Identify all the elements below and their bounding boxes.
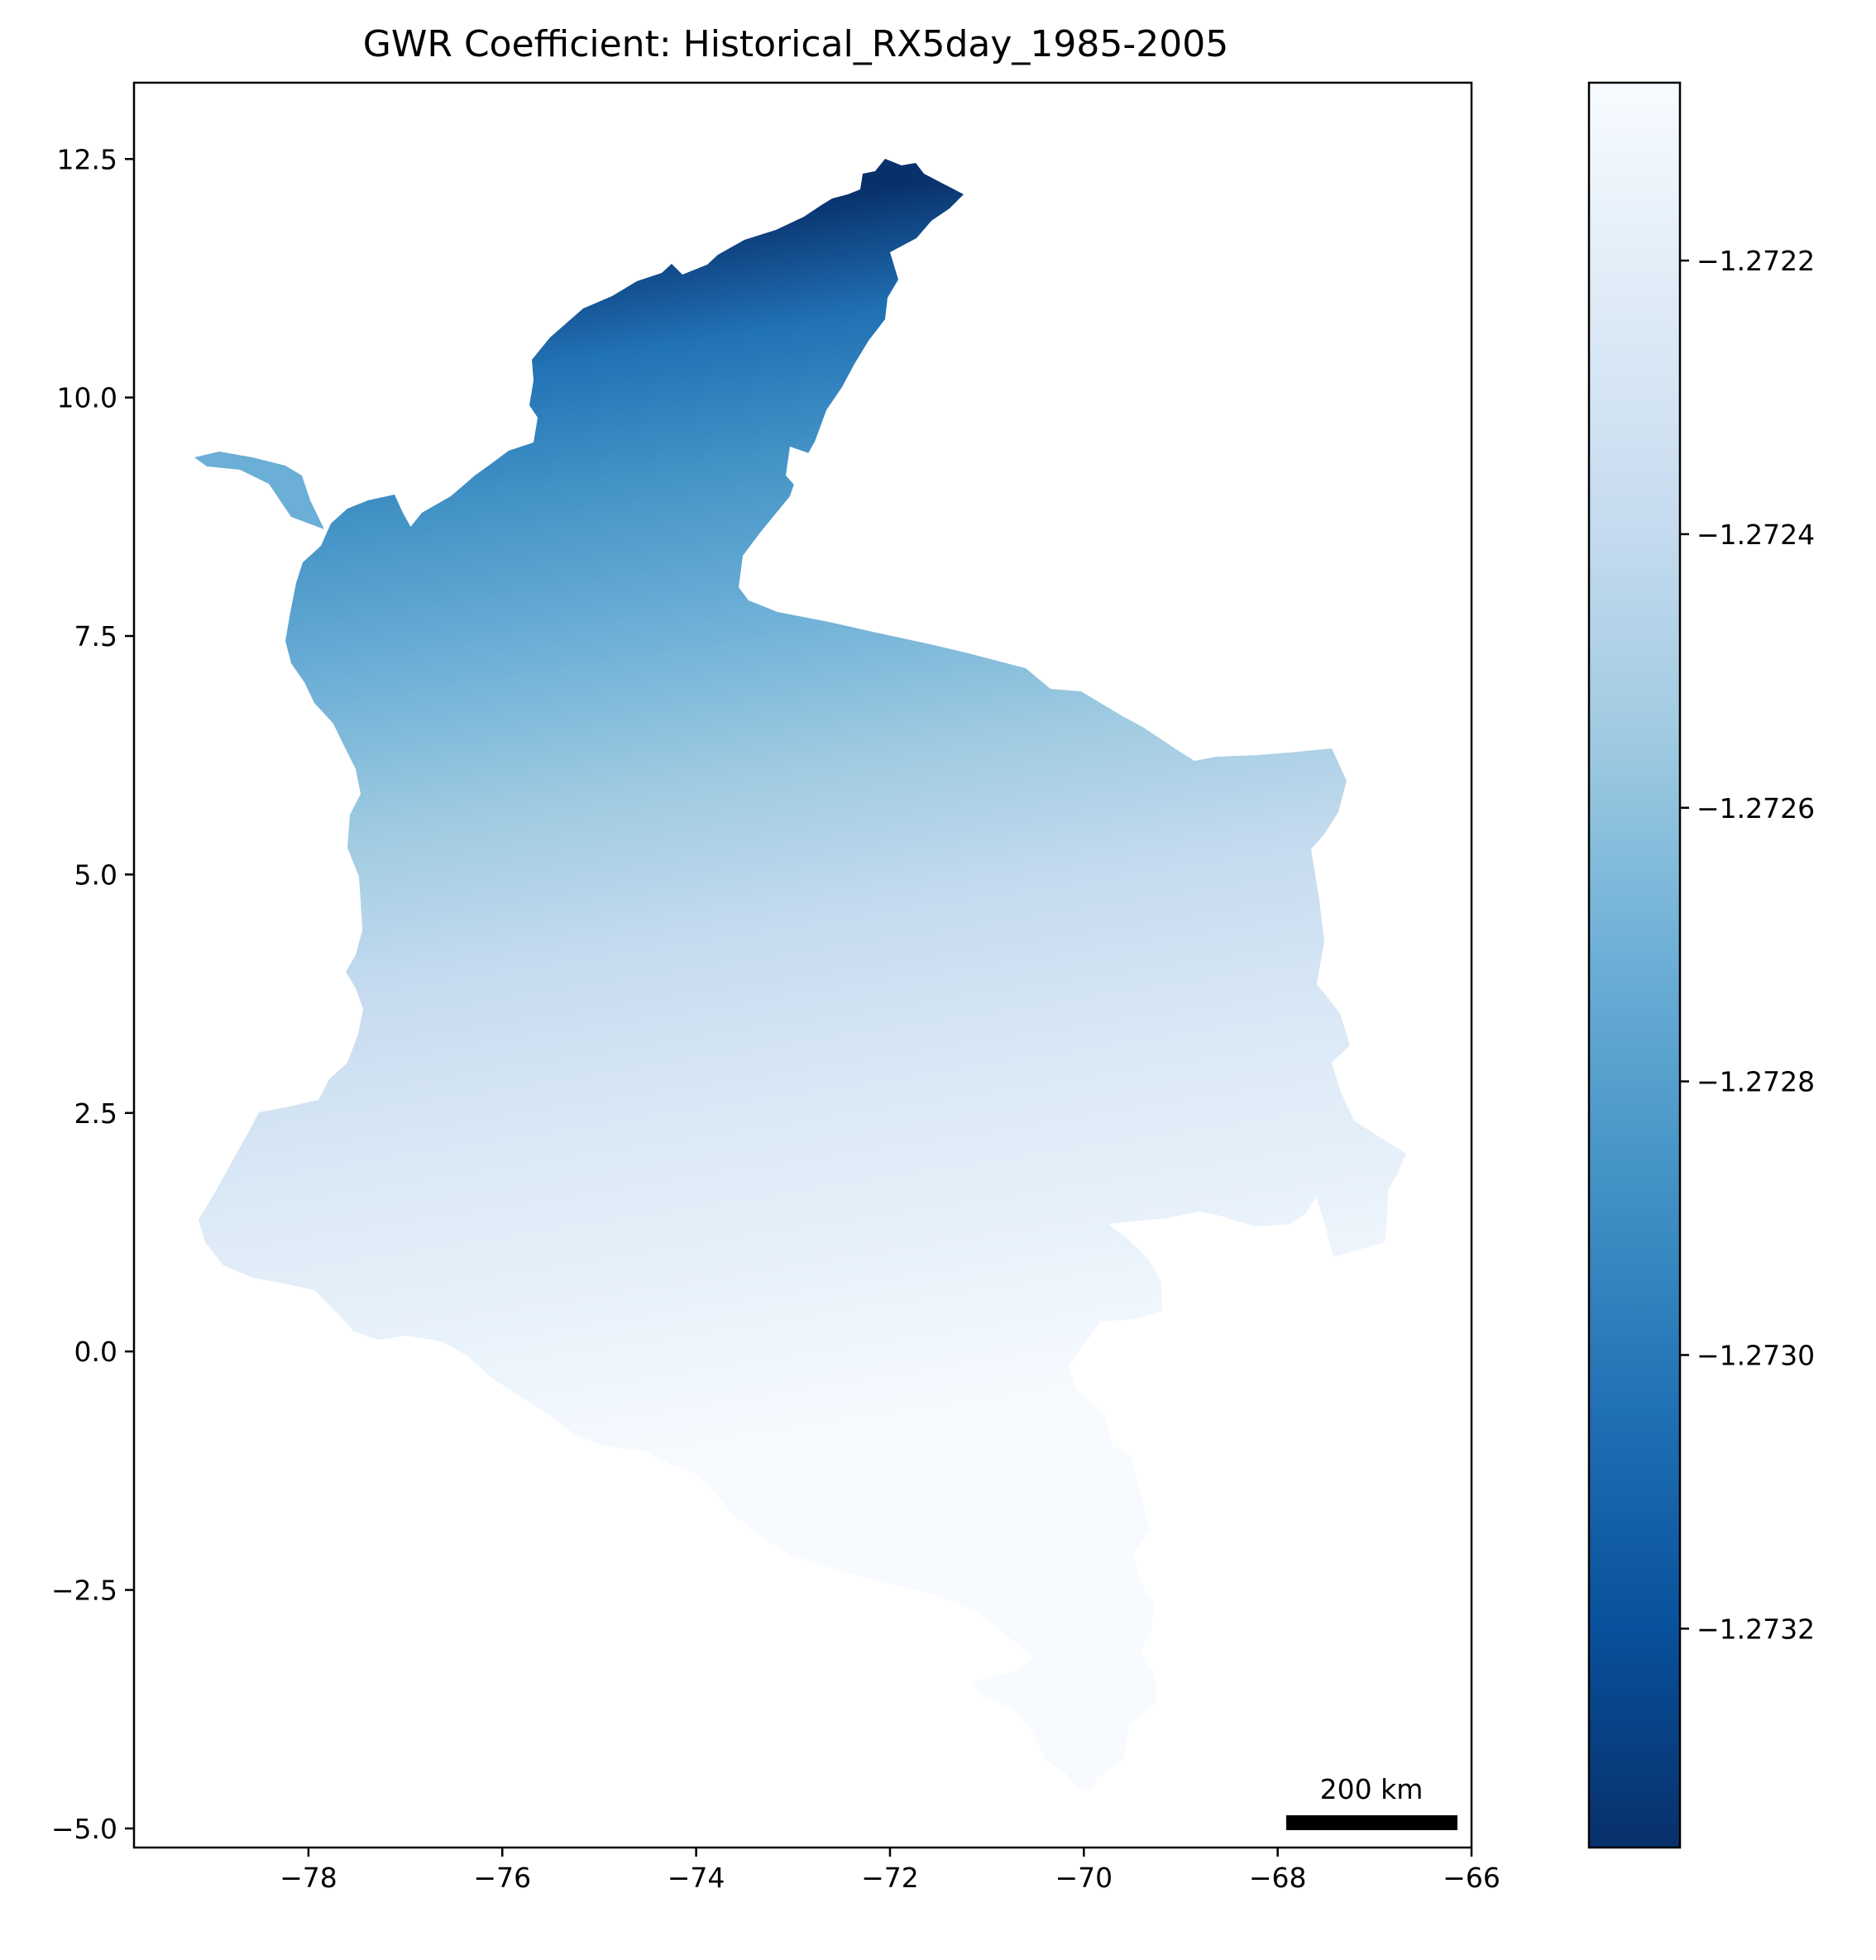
colorbar-tick-label: −1.2732 (1697, 1613, 1815, 1645)
map-axes-frame (132, 81, 1473, 1849)
uraba-coast-strip (194, 452, 324, 529)
y-tick-label: 12.5 (57, 143, 117, 175)
y-tick-label: 2.5 (74, 1097, 117, 1130)
colorbar (1587, 81, 1682, 1849)
x-tick-label: −72 (861, 1862, 919, 1894)
y-tick-label: 7.5 (74, 620, 117, 653)
country-map-shape (199, 159, 1406, 1790)
x-tick-label: −76 (473, 1862, 531, 1894)
colorbar-tick-label: −1.2728 (1697, 1066, 1815, 1098)
x-tick-label: −74 (668, 1862, 725, 1894)
x-tick-label: −70 (1055, 1862, 1113, 1894)
x-tick-label: −66 (1443, 1862, 1500, 1894)
chart-title: GWR Coefficient: Historical_RX5day_1985-… (363, 23, 1228, 65)
colorbar-ticks: −1.2722 −1.2724 −1.2726 −1.2728 −1.2730 −1.27… (1680, 245, 1815, 1645)
x-tick-label: −78 (280, 1862, 337, 1894)
colorbar-tick-label: −1.2730 (1697, 1339, 1815, 1371)
y-tick-label: −5.0 (51, 1813, 117, 1845)
y-tick-label: 0.0 (74, 1336, 117, 1368)
y-tick-label: 5.0 (74, 858, 117, 891)
scale-bar (1286, 1815, 1457, 1830)
y-axis-ticks: 12.5 10.0 7.5 5.0 2.5 0.0 −2.5 −5.0 (51, 143, 134, 1845)
colorbar-tick-label: −1.2724 (1697, 519, 1815, 551)
scale-bar-label: 200 km (1320, 1773, 1424, 1805)
y-tick-label: 10.0 (57, 382, 117, 414)
y-tick-label: −2.5 (51, 1575, 117, 1607)
colorbar-tick-label: −1.2726 (1697, 792, 1815, 825)
x-axis-ticks: −78 −76 −74 −72 −70 −68 −66 (280, 1848, 1500, 1894)
x-tick-label: −68 (1249, 1862, 1307, 1894)
colorbar-tick-label: −1.2722 (1697, 245, 1815, 277)
maracaibo-lake-gap (786, 447, 812, 492)
